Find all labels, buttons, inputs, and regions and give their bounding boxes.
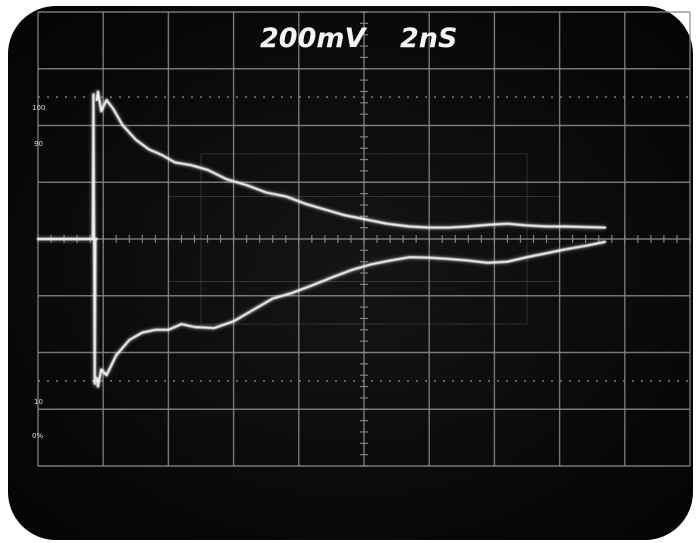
graticule-labels: 100 90 10 0% <box>32 104 45 440</box>
time-per-div-readout: 2nS <box>400 23 457 54</box>
mark-100-label: 100 <box>32 104 45 112</box>
overlay-box <box>233 125 495 353</box>
overlay-box <box>167 196 561 282</box>
trace-line-1 <box>95 90 607 229</box>
trace-line-2 <box>95 240 607 388</box>
trace-line-0 <box>36 93 98 385</box>
waveform-traces <box>36 89 607 389</box>
mark-10-label: 10 <box>34 398 43 406</box>
volts-per-div-readout: 200mV <box>260 23 367 54</box>
graticule <box>37 11 691 467</box>
mark-90-label: 90 <box>34 140 43 148</box>
overlay-box <box>200 153 528 325</box>
mark-0-label: 0% <box>32 432 43 440</box>
crt-screen <box>8 6 693 540</box>
